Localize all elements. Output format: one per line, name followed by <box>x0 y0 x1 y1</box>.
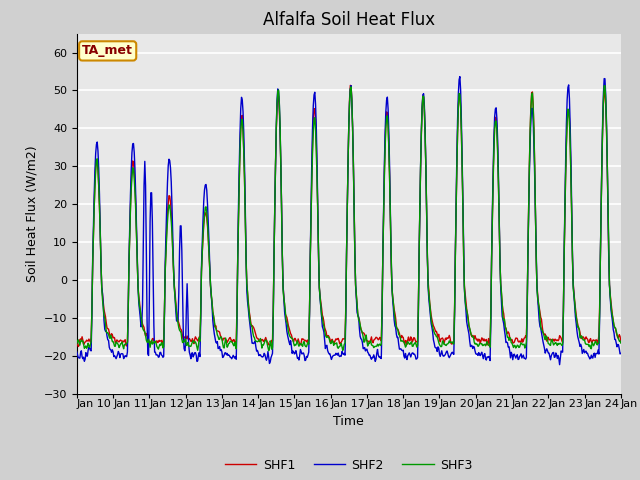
X-axis label: Time: Time <box>333 415 364 428</box>
SHF3 <box>568 211 575 217</box>
Line: SHF1: SHF1 <box>77 85 621 347</box>
SHF3 <box>448 339 456 345</box>
SHF1 <box>216 333 224 338</box>
SHF2 <box>447 352 454 358</box>
SHF1 <box>617 338 625 344</box>
Legend: SHF1, SHF2, SHF3: SHF1, SHF2, SHF3 <box>220 454 477 477</box>
SHF2 <box>73 349 81 355</box>
SHF3 <box>617 340 625 346</box>
SHF3 <box>216 336 223 342</box>
SHF1 <box>341 336 349 342</box>
Title: Alfalfa Soil Heat Flux: Alfalfa Soil Heat Flux <box>263 11 435 29</box>
SHF1 <box>395 329 403 335</box>
SHF3 <box>341 340 349 346</box>
SHF2 <box>617 350 625 356</box>
Line: SHF3: SHF3 <box>77 85 621 351</box>
SHF2 <box>456 74 464 80</box>
SHF2 <box>556 362 563 368</box>
SHF3 <box>601 83 609 88</box>
SHF1 <box>449 340 456 346</box>
SHF2 <box>568 251 576 256</box>
Line: SHF2: SHF2 <box>77 77 621 365</box>
SHF1 <box>346 83 354 88</box>
SHF2 <box>216 344 223 349</box>
SHF3 <box>265 348 273 354</box>
SHF1 <box>74 344 82 349</box>
Text: TA_met: TA_met <box>82 44 133 58</box>
Y-axis label: Soil Heat Flux (W/m2): Soil Heat Flux (W/m2) <box>25 145 38 282</box>
SHF2 <box>340 350 348 356</box>
SHF2 <box>193 352 200 358</box>
SHF2 <box>394 335 401 340</box>
SHF1 <box>193 336 201 342</box>
SHF1 <box>73 341 81 347</box>
SHF1 <box>568 254 576 260</box>
SHF3 <box>73 341 81 347</box>
SHF3 <box>193 341 200 347</box>
SHF3 <box>394 327 402 333</box>
